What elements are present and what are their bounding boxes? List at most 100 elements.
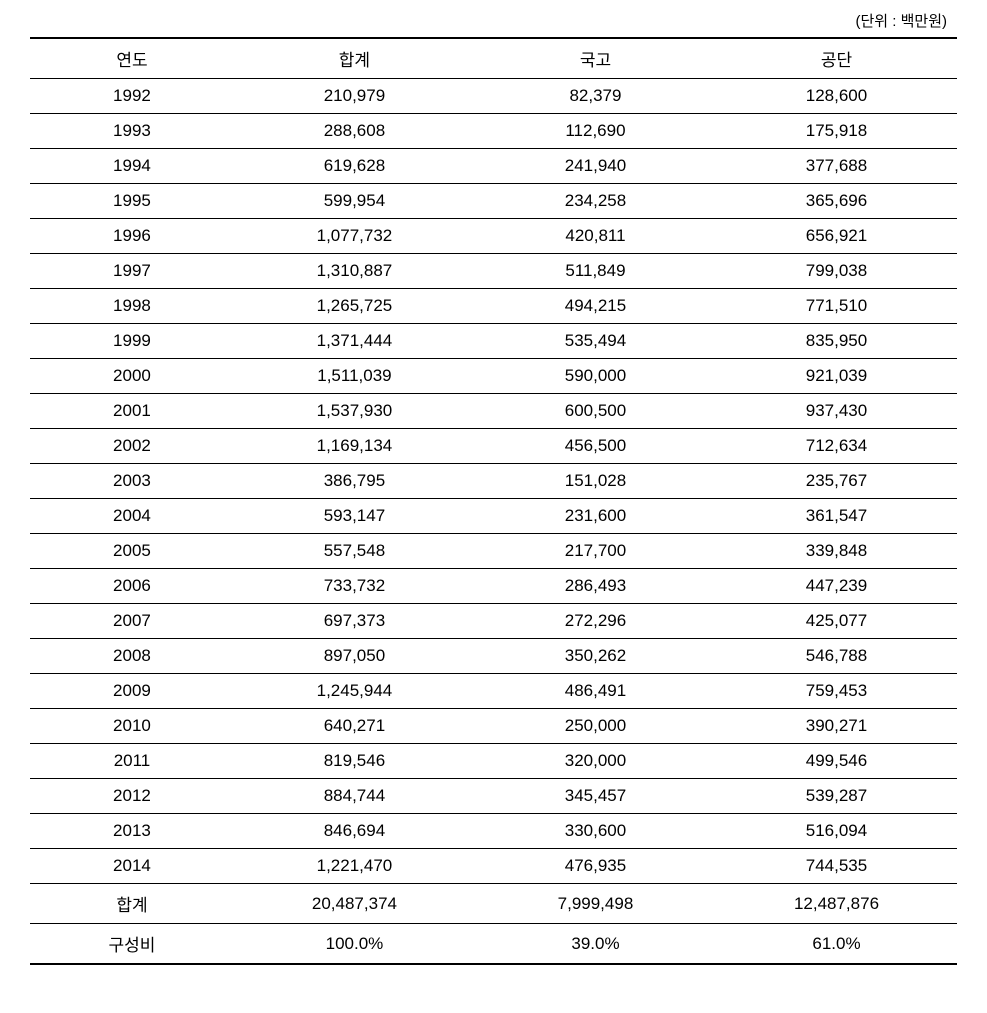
table-cell: 937,430 xyxy=(716,394,957,429)
table-cell: 350,262 xyxy=(475,639,716,674)
table-cell: 61.0% xyxy=(716,924,957,965)
table-cell: 39.0% xyxy=(475,924,716,965)
table-cell: 511,849 xyxy=(475,254,716,289)
table-cell: 1999 xyxy=(30,324,234,359)
table-cell: 175,918 xyxy=(716,114,957,149)
table-cell: 217,700 xyxy=(475,534,716,569)
table-cell: 구성비 xyxy=(30,924,234,965)
table-cell: 128,600 xyxy=(716,79,957,114)
table-cell: 1,077,732 xyxy=(234,219,475,254)
table-cell: 2007 xyxy=(30,604,234,639)
table-cell: 425,077 xyxy=(716,604,957,639)
table-cell: 2002 xyxy=(30,429,234,464)
table-row: 2012884,744345,457539,287 xyxy=(30,779,957,814)
table-cell: 884,744 xyxy=(234,779,475,814)
table-cell: 330,600 xyxy=(475,814,716,849)
table-cell: 1,537,930 xyxy=(234,394,475,429)
table-cell: 288,608 xyxy=(234,114,475,149)
table-cell: 2010 xyxy=(30,709,234,744)
col-header-gov: 국고 xyxy=(475,38,716,79)
table-cell: 494,215 xyxy=(475,289,716,324)
table-cell: 835,950 xyxy=(716,324,957,359)
table-cell: 1,310,887 xyxy=(234,254,475,289)
table-cell: 535,494 xyxy=(475,324,716,359)
table-row: 2011819,546320,000499,546 xyxy=(30,744,957,779)
table-cell: 1993 xyxy=(30,114,234,149)
table-row: 2013846,694330,600516,094 xyxy=(30,814,957,849)
table-cell: 759,453 xyxy=(716,674,957,709)
table-row: 2003386,795151,028235,767 xyxy=(30,464,957,499)
table-cell: 2005 xyxy=(30,534,234,569)
table-cell: 345,457 xyxy=(475,779,716,814)
table-row: 20021,169,134456,500712,634 xyxy=(30,429,957,464)
table-row: 2010640,271250,000390,271 xyxy=(30,709,957,744)
table-cell: 1,371,444 xyxy=(234,324,475,359)
table-row: 합계20,487,3747,999,49812,487,876 xyxy=(30,884,957,924)
table-cell: 1,511,039 xyxy=(234,359,475,394)
table-cell: 2013 xyxy=(30,814,234,849)
table-cell: 20,487,374 xyxy=(234,884,475,924)
unit-label: (단위 : 백만원) xyxy=(30,10,957,31)
table-cell: 272,296 xyxy=(475,604,716,639)
table-cell: 420,811 xyxy=(475,219,716,254)
table-cell: 476,935 xyxy=(475,849,716,884)
table-cell: 234,258 xyxy=(475,184,716,219)
table-cell: 250,000 xyxy=(475,709,716,744)
table-cell: 447,239 xyxy=(716,569,957,604)
table-cell: 771,510 xyxy=(716,289,957,324)
table-cell: 1,245,944 xyxy=(234,674,475,709)
table-cell: 2008 xyxy=(30,639,234,674)
table-cell: 1,169,134 xyxy=(234,429,475,464)
table-row: 1993288,608112,690175,918 xyxy=(30,114,957,149)
table-cell: 921,039 xyxy=(716,359,957,394)
col-header-total: 합계 xyxy=(234,38,475,79)
table-cell: 1996 xyxy=(30,219,234,254)
table-cell: 112,690 xyxy=(475,114,716,149)
table-cell: 320,000 xyxy=(475,744,716,779)
table-cell: 897,050 xyxy=(234,639,475,674)
table-cell: 799,038 xyxy=(716,254,957,289)
table-cell: 600,500 xyxy=(475,394,716,429)
table-cell: 286,493 xyxy=(475,569,716,604)
table-cell: 1992 xyxy=(30,79,234,114)
table-cell: 1998 xyxy=(30,289,234,324)
table-cell: 241,940 xyxy=(475,149,716,184)
table-row: 1994619,628241,940377,688 xyxy=(30,149,957,184)
table-cell: 390,271 xyxy=(716,709,957,744)
table-cell: 1997 xyxy=(30,254,234,289)
table-cell: 151,028 xyxy=(475,464,716,499)
table-cell: 744,535 xyxy=(716,849,957,884)
table-cell: 733,732 xyxy=(234,569,475,604)
table-cell: 386,795 xyxy=(234,464,475,499)
table-row: 20091,245,944486,491759,453 xyxy=(30,674,957,709)
table-cell: 846,694 xyxy=(234,814,475,849)
table-header-row: 연도 합계 국고 공단 xyxy=(30,38,957,79)
table-cell: 339,848 xyxy=(716,534,957,569)
table-cell: 599,954 xyxy=(234,184,475,219)
table-cell: 656,921 xyxy=(716,219,957,254)
data-table: 연도 합계 국고 공단 1992210,97982,379128,6001993… xyxy=(30,37,957,965)
table-row: 20141,221,470476,935744,535 xyxy=(30,849,957,884)
table-row: 20001,511,039590,000921,039 xyxy=(30,359,957,394)
table-cell: 2006 xyxy=(30,569,234,604)
table-cell: 2012 xyxy=(30,779,234,814)
table-cell: 499,546 xyxy=(716,744,957,779)
table-body: 1992210,97982,379128,6001993288,608112,6… xyxy=(30,79,957,965)
table-cell: 546,788 xyxy=(716,639,957,674)
table-cell: 697,373 xyxy=(234,604,475,639)
table-cell: 1994 xyxy=(30,149,234,184)
table-cell: 1,265,725 xyxy=(234,289,475,324)
table-cell: 486,491 xyxy=(475,674,716,709)
col-header-corp: 공단 xyxy=(716,38,957,79)
table-cell: 456,500 xyxy=(475,429,716,464)
table-cell: 2003 xyxy=(30,464,234,499)
table-cell: 1,221,470 xyxy=(234,849,475,884)
table-row: 1992210,97982,379128,600 xyxy=(30,79,957,114)
table-cell: 합계 xyxy=(30,884,234,924)
table-cell: 361,547 xyxy=(716,499,957,534)
table-cell: 2004 xyxy=(30,499,234,534)
table-row: 2004593,147231,600361,547 xyxy=(30,499,957,534)
table-cell: 590,000 xyxy=(475,359,716,394)
table-cell: 2009 xyxy=(30,674,234,709)
table-row: 19971,310,887511,849799,038 xyxy=(30,254,957,289)
